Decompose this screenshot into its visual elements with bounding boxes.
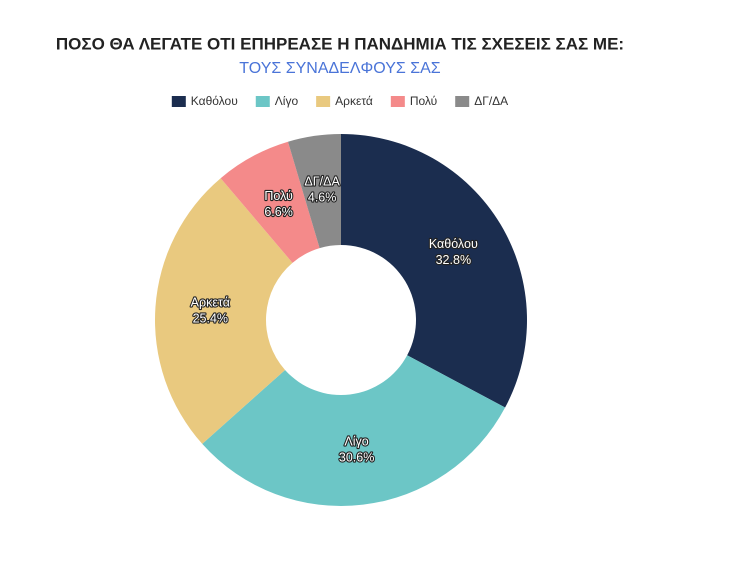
legend-swatch (255, 96, 270, 107)
legend-swatch (390, 96, 405, 107)
slice (154, 178, 293, 444)
slice-category: ΔΓ/ΔΑ (304, 175, 340, 189)
legend-label: ΔΓ/ΔΑ (474, 94, 508, 108)
slice-category: Λίγο (344, 434, 368, 448)
legend-swatch (455, 96, 470, 107)
chart-subtitle: ΤΟΥΣ ΣΥΝΑΔΕΛΦΟΥΣ ΣΑΣ (239, 60, 441, 77)
slice-category: Πολύ (264, 189, 293, 203)
legend: Καθόλου Λίγο Αρκετά Πολύ ΔΓ/ΔΑ (171, 94, 508, 108)
slice-value: 32.8% (436, 253, 471, 267)
slice-value: 30.6% (339, 450, 374, 464)
slice-category: Αρκετά (191, 295, 230, 309)
legend-label: Αρκετά (335, 94, 373, 108)
slice (287, 134, 341, 249)
slice (220, 141, 320, 263)
slice-category: Καθόλου (429, 237, 478, 251)
legend-label: Πολύ (410, 94, 437, 108)
slice (341, 134, 528, 408)
slice-value: 6.6% (264, 205, 293, 219)
legend-swatch (171, 96, 186, 107)
legend-label: Λίγο (275, 94, 299, 108)
slice-value: 4.6% (308, 191, 337, 205)
legend-swatch (316, 96, 331, 107)
legend-label: Καθόλου (191, 94, 238, 108)
slice (202, 355, 506, 507)
slice-value: 25.4% (193, 311, 228, 325)
chart-title: ΠΟΣΟ ΘΑ ΛΕΓΑΤΕ ΟΤΙ ΕΠΗΡΕΑΣΕ Η ΠΑΝΔΗΜΙΑ Τ… (56, 34, 624, 53)
